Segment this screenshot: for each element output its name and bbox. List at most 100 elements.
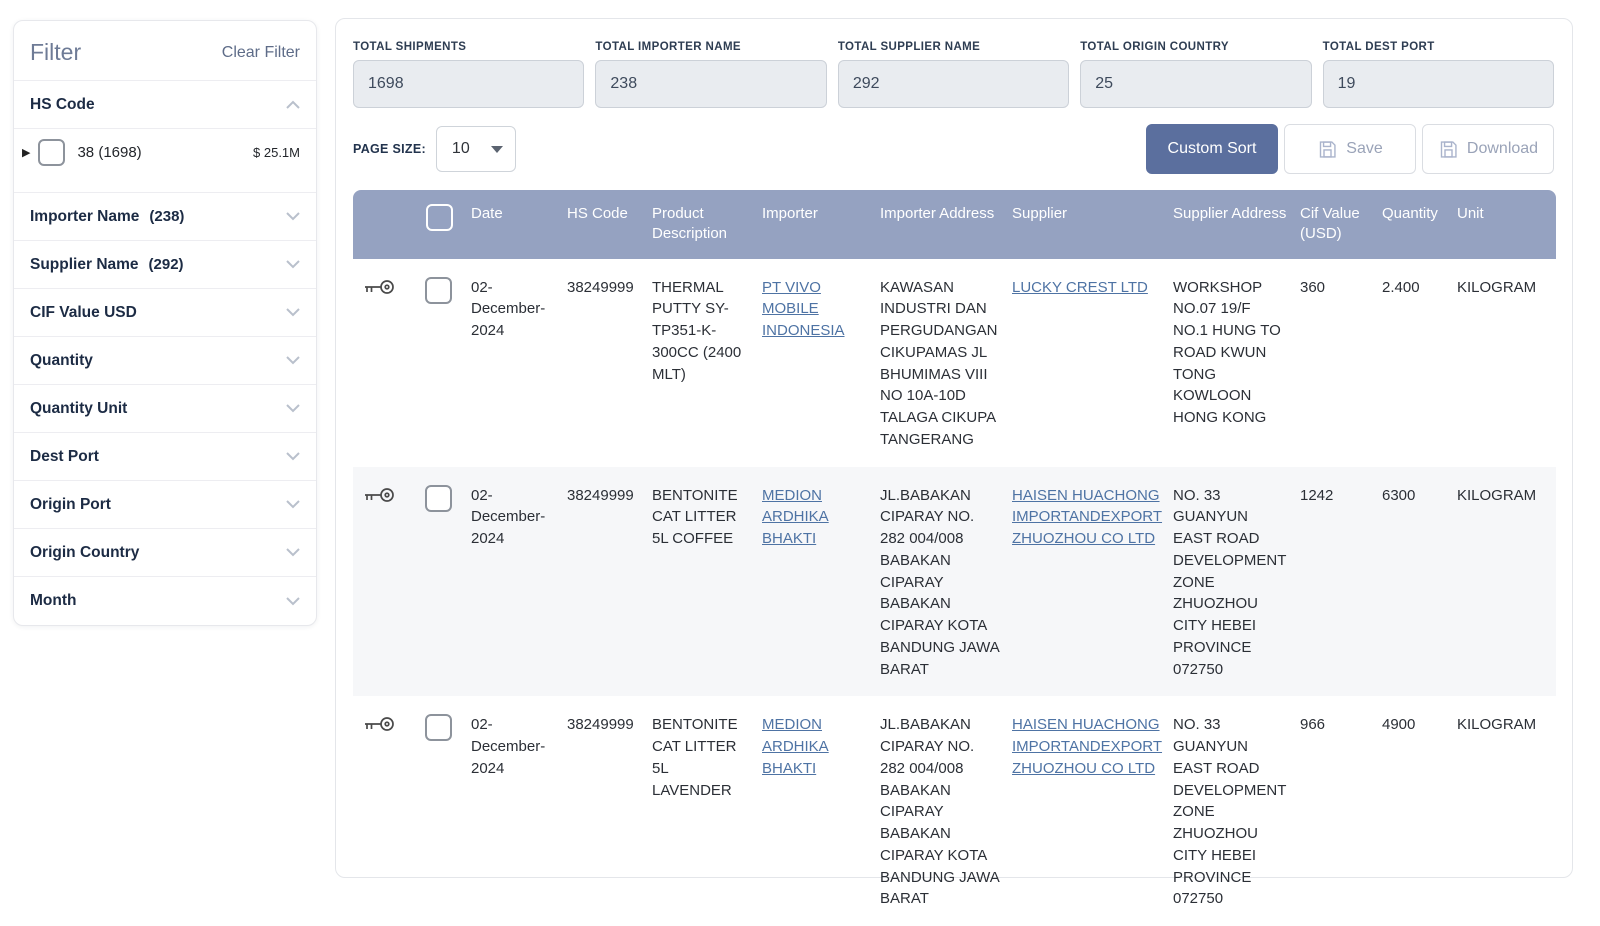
page-size-value: 10 [451,140,470,157]
column-header-importer[interactable]: Importer [762,205,818,222]
chevron-down-icon [286,452,300,461]
filter-section-dest-port[interactable]: Dest Port [14,433,316,481]
filter-section-label: Dest Port [30,447,99,465]
column-header-unit[interactable]: Unit [1457,205,1484,222]
download-button-label: Download [1466,140,1539,157]
cell-supplier-address: WORKSHOP NO.07 19/F NO.1 HUNG TO ROAD KW… [1173,278,1281,427]
cell-cif-value: 1242 [1300,486,1334,504]
chevron-down-icon [286,500,300,509]
cell-hs-code: 38249999 [567,278,634,296]
cell-product-description: THERMAL PUTTY SY-TP351-K-300CC (2400 MLT… [652,278,742,383]
filter-section-importer-name[interactable]: Importer Name (238) [14,193,316,241]
cell-hs-code: 38249999 [567,486,634,504]
chevron-down-icon [286,404,300,413]
filter-section-label: CIF Value USD [30,303,137,321]
filter-section-supplier-name[interactable]: Supplier Name (292) [14,241,316,289]
filter-section-label: Supplier Name [30,255,139,273]
chevron-down-icon [286,212,300,221]
save-button-label: Save [1346,140,1383,157]
chevron-down-icon [286,596,300,605]
cell-product-description: BENTONITE CAT LITTER 5L LAVENDER [652,716,738,799]
cell-quantity: 6300 [1382,486,1416,504]
filter-section-quantity[interactable]: Quantity [14,337,316,385]
row-checkbox[interactable] [424,484,452,512]
chevron-down-icon [286,548,300,557]
filter-panel: Filter Clear Filter HS Code ▶ 38 (1698) … [13,20,317,626]
filter-section-label: Origin Country [30,543,140,561]
column-header-cif-value[interactable]: Cif Value (USD) [1300,205,1360,243]
filter-section-cif-value[interactable]: CIF Value USD [14,289,316,337]
filter-section-label: HS Code [30,95,95,113]
page-size-select[interactable]: 10 [435,126,516,172]
column-header-hs-code[interactable]: HS Code [567,205,628,222]
key-icon [365,279,394,294]
chevron-down-icon [286,260,300,269]
chevron-up-icon [286,100,300,109]
column-header-supplier-address[interactable]: Supplier Address [1173,205,1287,222]
column-header-date[interactable]: Date [471,205,503,222]
supplier-link[interactable]: HAISEN HUACHONG IMPORTANDEXPORT ZHUOZHOU… [1012,716,1163,777]
cell-supplier-address: NO. 33 GUANYUN EAST ROAD DEVELOPMENT ZON… [1173,486,1287,678]
chevron-down-icon [286,308,300,317]
cell-product-description: BENTONITE CAT LITTER 5L COFFEE [652,486,738,548]
column-header-supplier[interactable]: Supplier [1012,205,1068,222]
importer-link[interactable]: PT VIVO MOBILE INDONESIA [762,278,845,340]
stat-value: 19 [1322,60,1555,108]
filter-section-month[interactable]: Month [14,577,316,625]
table-toolbar: PAGE SIZE: 10 Custom Sort Save Download [353,124,1554,174]
hs-code-checkbox[interactable] [38,139,66,166]
stat-total-origin-country: TOTAL ORIGIN COUNTRY 25 [1080,41,1312,108]
clear-filter-button[interactable]: Clear Filter [221,43,300,61]
importer-link[interactable]: MEDION ARDHIKA BHAKTI [762,716,829,777]
importer-link[interactable]: MEDION ARDHIKA BHAKTI [762,486,829,548]
cell-supplier-address: NO. 33 GUANYUN EAST ROAD DEVELOPMENT ZON… [1173,716,1287,908]
download-button[interactable]: Download [1422,124,1554,174]
results-panel: TOTAL SHIPMENTS 1698 TOTAL IMPORTER NAME… [335,18,1573,907]
supplier-link[interactable]: HAISEN HUACHONG IMPORTANDEXPORT ZHUOZHOU… [1012,486,1163,548]
filter-section-hs-code[interactable]: HS Code [14,81,316,129]
cell-cif-value: 966 [1300,716,1326,734]
filter-section-quantity-unit[interactable]: Quantity Unit [14,385,316,433]
column-header-product-description[interactable]: Product Description [652,205,728,243]
cell-unit: KILOGRAM [1457,278,1537,296]
stat-value: 292 [837,60,1070,108]
stat-total-shipments: TOTAL SHIPMENTS 1698 [353,41,585,108]
supplier-link[interactable]: LUCKY CREST LTD [1012,278,1148,296]
column-header-importer-address[interactable]: Importer Address [880,205,995,222]
key-icon [365,487,394,502]
cell-quantity: 2.400 [1382,278,1420,296]
row-checkbox[interactable] [424,276,452,304]
stat-label: TOTAL SUPPLIER NAME [837,41,981,53]
stats-row: TOTAL SHIPMENTS 1698 TOTAL IMPORTER NAME… [353,41,1555,108]
table-row: 02-December-2024 38249999 BENTONITE CAT … [353,466,1556,697]
cell-importer-address: KAWASAN INDUSTRI DAN PERGUDANGAN CIKUPAM… [880,278,998,448]
stat-label: TOTAL DEST PORT [1322,41,1435,53]
row-checkbox[interactable] [424,714,452,742]
stat-total-importer-name: TOTAL IMPORTER NAME 238 [595,41,827,108]
column-header-quantity[interactable]: Quantity [1382,205,1438,222]
hs-code-filter-body: ▶ 38 (1698) $ 25.1M [14,129,316,193]
dropdown-arrow-icon [490,145,503,153]
stat-total-dest-port: TOTAL DEST PORT 19 [1322,41,1555,108]
filter-section-origin-country[interactable]: Origin Country [14,529,316,577]
cell-date: 02-December-2024 [471,278,546,340]
filter-section-origin-port[interactable]: Origin Port [14,481,316,529]
expand-caret-icon[interactable]: ▶ [22,147,31,159]
cell-date: 02-December-2024 [471,716,546,777]
filter-section-label: Quantity Unit [30,399,128,417]
stat-value: 25 [1080,60,1312,108]
filter-section-label: Quantity [30,351,93,369]
page-size-label: PAGE SIZE: [353,142,426,156]
table-row: 02-December-2024 38249999 THERMAL PUTTY … [353,259,1556,467]
cell-unit: KILOGRAM [1457,716,1537,734]
filter-section-label: Importer Name [30,207,140,225]
filter-section-label: Month [30,592,77,609]
select-all-checkbox[interactable] [425,204,453,231]
custom-sort-button[interactable]: Custom Sort [1146,124,1278,174]
save-button[interactable]: Save [1284,124,1416,174]
filter-section-count: (238) [149,207,185,225]
shipments-table: Date HS Code Product Description Importe… [353,190,1556,926]
filter-header: Filter Clear Filter [14,21,316,81]
save-icon [1320,140,1336,158]
stat-value: 238 [595,60,827,108]
